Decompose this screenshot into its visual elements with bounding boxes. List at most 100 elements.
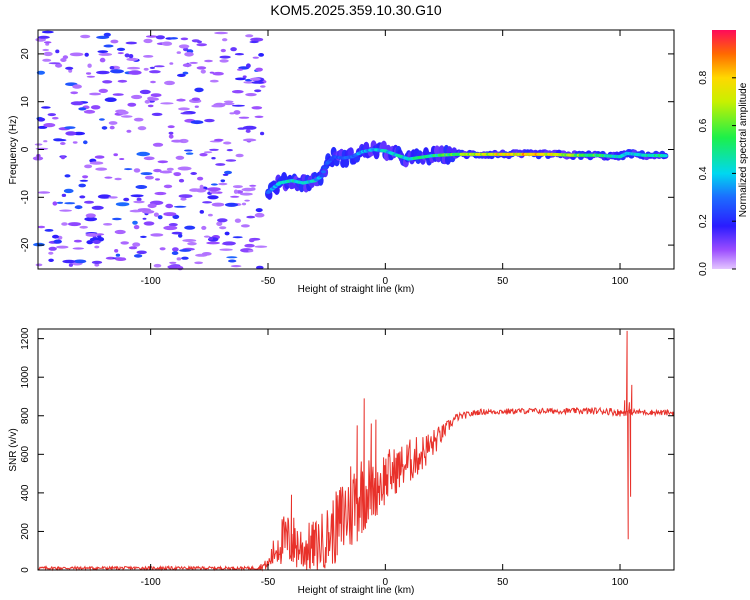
heatmap-noise-blob xyxy=(249,40,259,44)
heatmap-noise-blob xyxy=(133,200,145,204)
heatmap-noise-blob xyxy=(48,246,57,251)
heatmap-noise-blob xyxy=(155,35,165,40)
heatmap-noise-blob xyxy=(223,141,232,145)
heatmap-noise-blob xyxy=(78,183,86,188)
heatmap-noise-blob xyxy=(64,126,76,129)
heatmap-noise-blob xyxy=(44,229,54,232)
heatmap-noise-blob xyxy=(89,92,102,96)
heatmap-noise-blob xyxy=(85,213,96,218)
heatmap-noise-blob xyxy=(63,188,74,194)
heatmap-noise-blob xyxy=(98,88,109,93)
heatmap-noise-blob xyxy=(153,212,159,217)
heatmap-noise-blob xyxy=(240,192,253,196)
heatmap-noise-blob xyxy=(149,66,156,69)
heatmap-noise-blob xyxy=(124,53,130,58)
heatmap-noise-blob xyxy=(143,156,155,161)
heatmap-noise-blob xyxy=(109,66,115,70)
heatmap-noise-blob xyxy=(210,190,218,194)
heatmap-noise-blob xyxy=(37,117,46,122)
heatmap-noise-blob xyxy=(112,217,122,221)
heatmap-noise-blob xyxy=(248,239,255,243)
heatmap-noise-blob xyxy=(199,184,204,190)
heatmap-noise-blob xyxy=(153,168,162,173)
heatmap-noise-blob xyxy=(163,212,177,217)
y-tick-label: 1200 xyxy=(20,327,31,350)
heatmap-noise-blob xyxy=(194,87,204,93)
heatmap-noise-blob xyxy=(65,131,77,136)
heatmap-noise-blob xyxy=(136,250,147,255)
heatmap-noise-blob xyxy=(233,189,238,194)
heatmap-noise-blob xyxy=(132,220,138,225)
heatmap-noise-blob xyxy=(243,81,255,84)
heatmap-noise-blob xyxy=(215,163,226,166)
y-tick-label: 0 xyxy=(20,146,31,152)
heatmap-noise-blob xyxy=(219,55,231,59)
heatmap-noise-blob xyxy=(137,126,147,131)
heatmap-noise-blob xyxy=(202,201,213,204)
heatmap-noise-blob xyxy=(233,110,241,115)
heatmap-noise-blob xyxy=(92,240,101,244)
heatmap-noise-blob xyxy=(103,44,114,48)
heatmap-noise-blob xyxy=(43,41,52,44)
heatmap-noise-blob xyxy=(184,149,193,152)
heatmap-noise-blob xyxy=(73,239,82,243)
heatmap-noise-blob xyxy=(36,70,46,75)
heatmap-noise-blob xyxy=(136,197,142,202)
heatmap-x-axis-label: Height of straight line (km) xyxy=(298,284,415,295)
heatmap-noise-blob xyxy=(155,178,160,181)
heatmap-noise-blob xyxy=(99,118,105,121)
heatmap-noise-blob xyxy=(216,221,223,226)
heatmap-noise-blob xyxy=(183,47,189,52)
heatmap-noise-blob xyxy=(78,107,87,111)
heatmap-ridge-halo xyxy=(438,145,445,156)
heatmap-noise-blob xyxy=(201,252,212,256)
heatmap-noise-blob xyxy=(189,61,199,64)
heatmap-noise-blob xyxy=(102,80,113,84)
colorbar-tick-label: 0.8 xyxy=(698,70,709,84)
heatmap-noise-blob xyxy=(94,245,100,249)
heatmap-noise-blob xyxy=(250,187,256,191)
heatmap-noise-blob xyxy=(70,101,84,106)
colorbar-tick-label: 0.0 xyxy=(698,262,709,276)
heatmap-plot-area xyxy=(38,30,674,269)
heatmap-noise-blob xyxy=(74,205,83,210)
x-tick-label: 50 xyxy=(497,577,509,588)
x-tick-label: -50 xyxy=(261,577,276,588)
heatmap-noise-blob xyxy=(219,59,229,63)
colorbar-tick-label: 0.4 xyxy=(698,166,709,180)
heatmap-noise-blob xyxy=(249,77,261,81)
heatmap-noise-blob xyxy=(178,194,193,199)
heatmap-noise-blob xyxy=(180,197,187,201)
heatmap-noise-blob xyxy=(90,105,101,110)
heatmap-noise-blob xyxy=(96,35,110,40)
heatmap-noise-blob xyxy=(95,167,108,171)
heatmap-noise-blob xyxy=(113,153,118,157)
heatmap-noise-blob xyxy=(124,168,133,171)
snr-plot-area xyxy=(38,329,674,570)
heatmap-ridge-halo xyxy=(298,182,305,193)
heatmap-noise-blob xyxy=(103,223,113,226)
heatmap-noise-blob xyxy=(251,106,263,110)
heatmap-noise-blob xyxy=(172,214,180,219)
heatmap-noise-blob xyxy=(131,94,143,100)
heatmap-noise-blob xyxy=(212,71,224,76)
heatmap-noise-blob xyxy=(56,201,64,204)
heatmap-noise-blob xyxy=(246,63,251,68)
heatmap-noise-blob xyxy=(64,174,71,178)
heatmap-noise-blob xyxy=(143,67,149,71)
heatmap-noise-blob xyxy=(149,70,161,74)
heatmap-noise-blob xyxy=(147,97,159,101)
heatmap-noise-blob xyxy=(182,239,197,242)
heatmap-noise-blob xyxy=(48,62,61,65)
heatmap-noise-blob xyxy=(208,236,213,241)
heatmap-ridge-core xyxy=(662,154,668,158)
heatmap-noise-blob xyxy=(222,241,236,246)
heatmap-noise-blob xyxy=(94,263,100,267)
heatmap-noise-blob xyxy=(128,54,134,59)
heatmap-noise-blob xyxy=(96,70,110,75)
heatmap-noise-blob xyxy=(169,37,179,40)
heatmap-noise-blob xyxy=(196,66,207,70)
heatmap-noise-blob xyxy=(224,202,239,207)
heatmap-noise-blob xyxy=(143,38,153,44)
